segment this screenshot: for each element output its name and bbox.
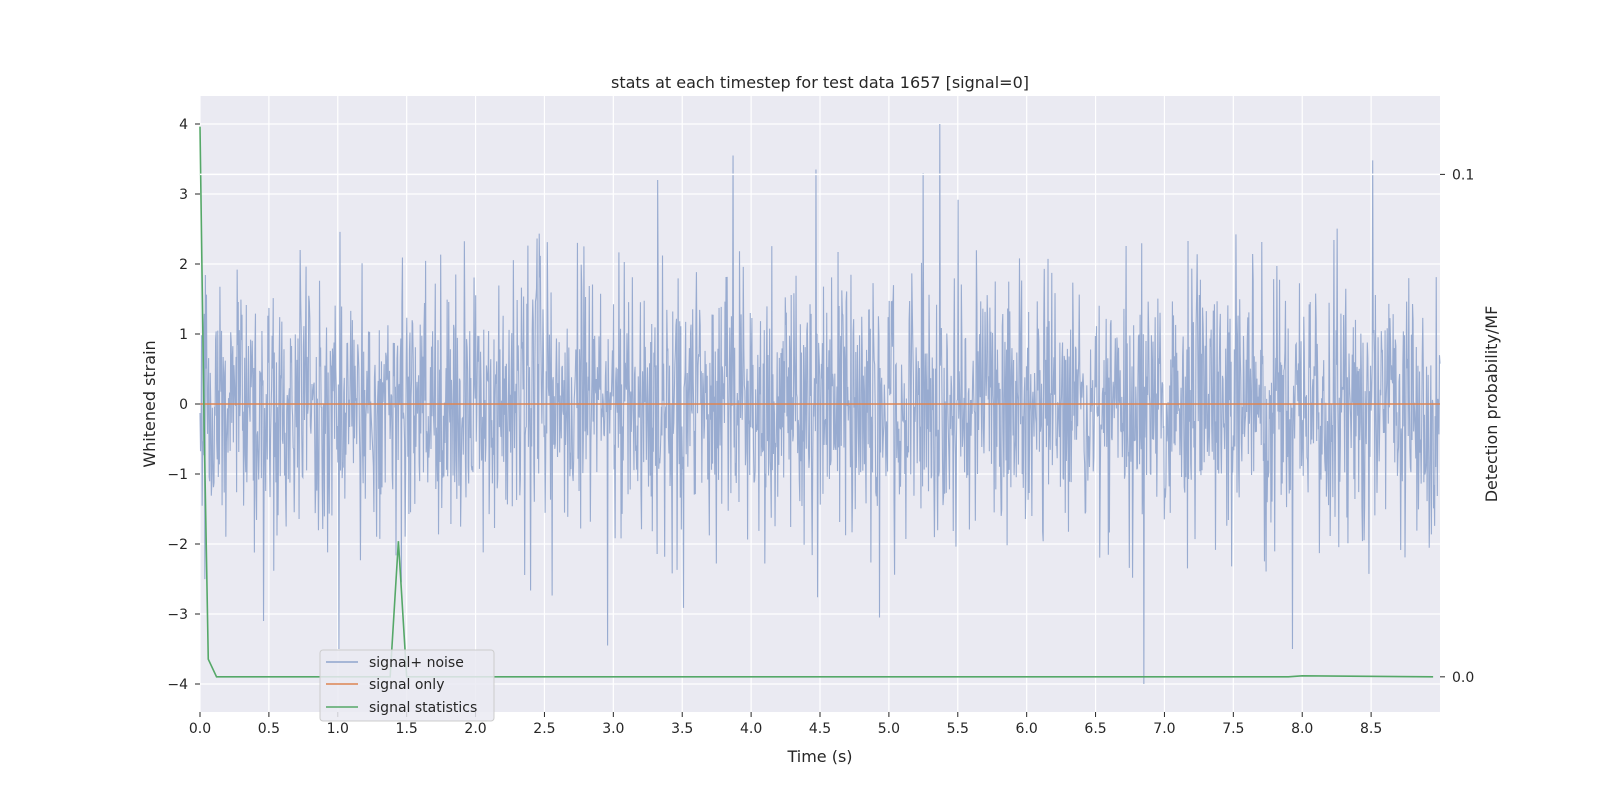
x-tick-label: 5.5 (947, 721, 969, 737)
y-tick-label: 3 (179, 187, 188, 203)
x-tick-label: 7.5 (1222, 721, 1244, 737)
y2-tick-label: 0.0 (1452, 670, 1474, 686)
legend: signal+ noise signal only signal statist… (319, 649, 495, 722)
signal-statistics-line (199, 126, 1434, 678)
y2-axis-label: Detection probability/MF (1482, 306, 1501, 503)
signal-statistics-series (199, 126, 1434, 678)
x-tick-label: 0.0 (189, 721, 211, 737)
y-tick-label: 4 (179, 117, 188, 133)
x-tick-label: 1.0 (327, 721, 349, 737)
y-tick-label: −1 (167, 467, 188, 483)
y-axis-label: Whitened strain (140, 340, 159, 467)
y-tick-label: 1 (179, 327, 188, 343)
legend-label-signal-statistics: signal statistics (369, 700, 477, 716)
x-tick-label: 2.0 (464, 721, 486, 737)
x-tick-label: 0.5 (258, 721, 280, 737)
x-tick-label: 3.0 (602, 721, 624, 737)
x-tick-label: 1.5 (396, 721, 418, 737)
x-tick-label: 8.5 (1360, 721, 1382, 737)
x-tick-label: 6.5 (1084, 721, 1106, 737)
y2-axis-ticks: 0.1 0.0 (1440, 167, 1474, 686)
x-tick-label: 7.0 (1153, 721, 1175, 737)
x-tick-label: 4.0 (740, 721, 762, 737)
legend-box (319, 649, 495, 722)
x-tick-label: 5.0 (878, 721, 900, 737)
chart-title: stats at each timestep for test data 165… (611, 73, 1029, 92)
y-tick-label: −2 (167, 537, 188, 553)
x-tick-label: 6.0 (1016, 721, 1038, 737)
y2-tick-label: 0.1 (1452, 167, 1474, 183)
legend-label-signal-only: signal only (369, 677, 444, 693)
y-axis-ticks: 4 3 2 1 0 −1 −2 −3 −4 (167, 117, 200, 693)
x-tick-label: 8.0 (1291, 721, 1313, 737)
signal-noise-line (199, 123, 1441, 685)
x-tick-label: 4.5 (809, 721, 831, 737)
y-tick-label: −3 (167, 607, 188, 623)
x-axis-ticks: 0.0 0.5 1.0 1.5 2.0 2.5 3.0 3.5 4.0 4.5 5.0 5.5 6.0 6… (189, 712, 1382, 737)
signal-noise-series (199, 123, 1441, 685)
x-tick-label: 2.5 (533, 721, 555, 737)
x-axis-label: Time (s) (786, 747, 852, 766)
x-tick-label: 3.5 (671, 721, 693, 737)
y-tick-label: −4 (167, 677, 188, 693)
legend-label-signal-noise: signal+ noise (369, 655, 464, 671)
y-tick-label: 2 (179, 257, 188, 273)
y-tick-label: 0 (179, 397, 188, 413)
